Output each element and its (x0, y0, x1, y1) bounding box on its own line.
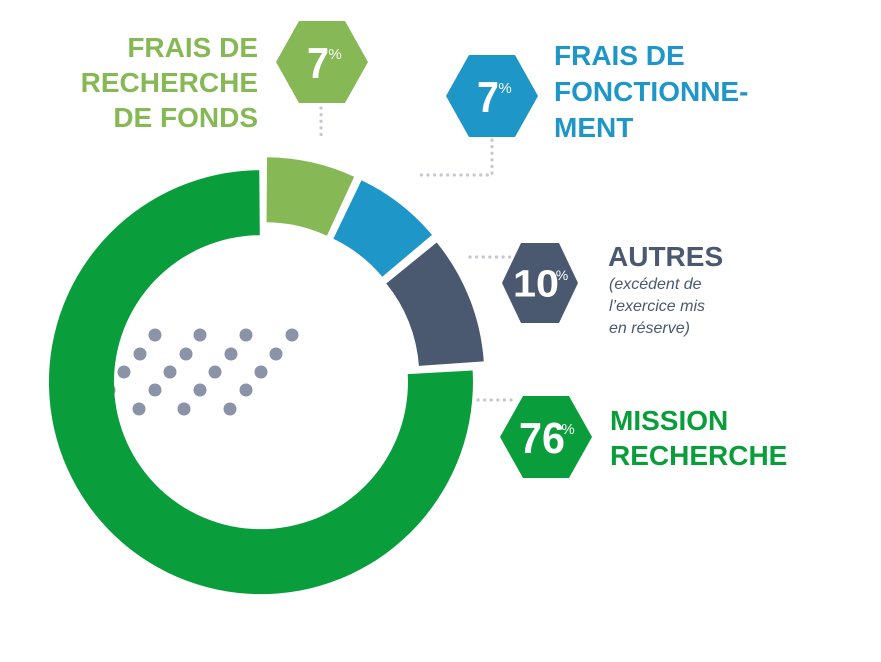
category-label-line: AUTRES (608, 241, 723, 272)
decor-dot-0-2 (239, 328, 253, 342)
category-label-line: RECHERCHE (81, 67, 258, 98)
donut-slices (48, 157, 484, 595)
category-label-0: FRAIS DE RECHERCHE DE FONDS (81, 32, 258, 133)
decor-dot-2-2 (208, 365, 222, 379)
category-sublabel-line: l’exercice mis (609, 298, 705, 315)
decor-dot-4-2 (177, 402, 191, 416)
hexagon-shape (276, 21, 368, 103)
donut-slice-1 (333, 180, 433, 277)
value-badge-number: 10 (513, 264, 559, 306)
donut-slice-0 (266, 157, 355, 236)
decor-dot-4-1 (132, 402, 146, 416)
category-label-1: FRAIS DE FONCTIONNE- MENT (554, 40, 748, 143)
value-badge-percent: % (561, 421, 574, 438)
decor-dot-0-3 (285, 328, 299, 342)
value-badge-3: 76% (500, 396, 592, 478)
category-sublabel-line: en réserve) (609, 320, 690, 337)
decor-dot-2-3 (254, 365, 268, 379)
decor-dot-1-0 (133, 347, 147, 361)
decor-dot-3-2 (193, 383, 207, 397)
category-label-line: MENT (554, 112, 633, 143)
category-label-3: MISSION RECHERCHE (610, 405, 787, 471)
category-sublabel-line: (excédent de (609, 276, 702, 293)
value-badge-1: 7% (446, 55, 538, 137)
decor-dot-0-0 (148, 328, 162, 342)
decor-dot-1-1 (179, 347, 193, 361)
category-label-line: DE FONDS (113, 102, 258, 133)
value-badge-number: 7 (477, 73, 499, 122)
category-label-line: RECHERCHE (610, 440, 787, 471)
category-label-2: AUTRES (excédent de l’exercice mis en réser… (608, 241, 723, 337)
leader-lines (319, 106, 514, 402)
decor-dot-1-3 (269, 347, 283, 361)
hexagon-shape (502, 243, 578, 323)
hexagon-shape (500, 396, 592, 478)
value-badge-percent: % (328, 46, 341, 63)
category-label-line: FONCTIONNE- (554, 76, 748, 107)
value-badge-2: 10% (502, 243, 578, 323)
decor-dot-3-1 (148, 383, 162, 397)
donut-slice-2 (386, 242, 484, 366)
value-badge-number: 7 (307, 39, 329, 88)
decor-dot-1-2 (224, 347, 238, 361)
category-labels: FRAIS DE RECHERCHE DE FONDS FRAIS DE FONCTIO… (81, 32, 788, 471)
decor-dot-2-1 (163, 365, 177, 379)
value-badge-percent: % (498, 80, 511, 97)
value-badge-number: 76 (519, 414, 565, 463)
decor-dot-2-0 (117, 365, 131, 379)
leader-line-1 (418, 138, 494, 177)
category-label-line: FRAIS DE (554, 40, 685, 71)
value-badges: 7 %7 %10%76% (276, 21, 592, 478)
value-badge-percent: % (556, 267, 568, 283)
decor-dot-0-1 (193, 328, 207, 342)
category-label-line: FRAIS DE (127, 32, 258, 63)
decor-dot-3-3 (239, 383, 253, 397)
donut-slice-3 (48, 170, 473, 595)
decorative-dot-pattern (86, 328, 299, 416)
decor-dot-4-3 (223, 402, 237, 416)
category-label-line: MISSION (610, 405, 728, 436)
hexagon-shape (446, 55, 538, 137)
value-badge-0: 7% (276, 21, 368, 103)
